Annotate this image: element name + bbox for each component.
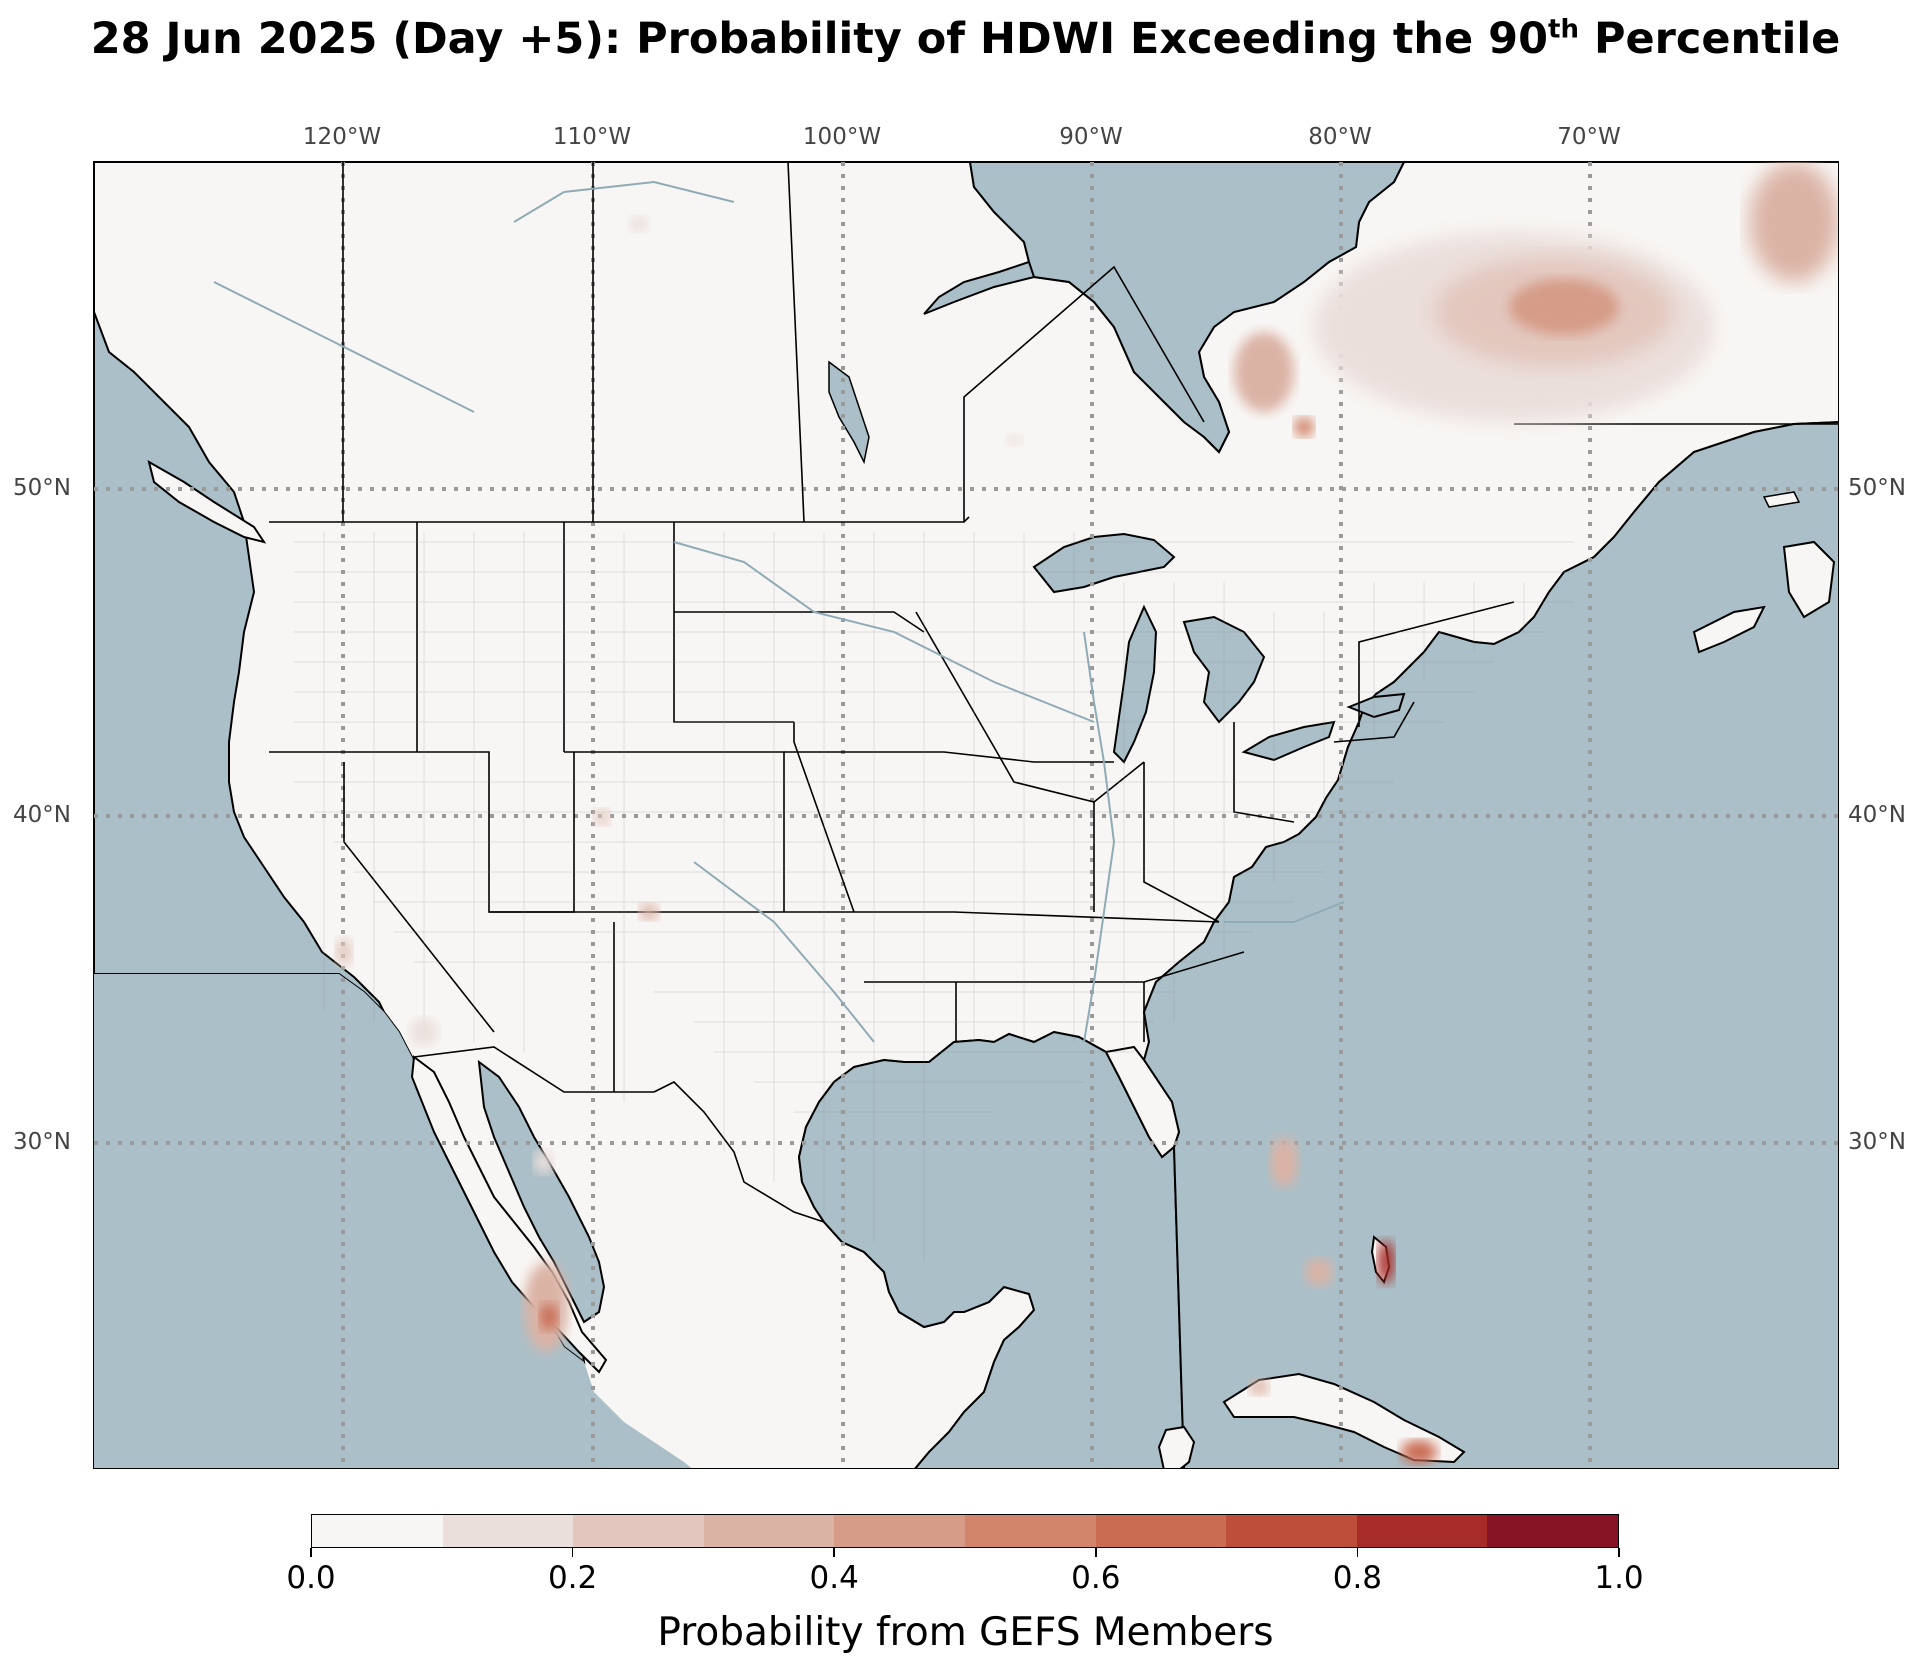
prob-area-sonora bbox=[534, 1150, 554, 1174]
map-title: 28 Jun 2025 (Day +5): Probability of HDW… bbox=[90, 14, 1841, 64]
prob-area-socal bbox=[410, 1018, 438, 1046]
prob-area-labrador bbox=[1749, 162, 1838, 282]
prob-area-saskatchewan bbox=[629, 216, 649, 232]
colorbar-segment bbox=[442, 1515, 574, 1547]
colorbar-segment bbox=[312, 1515, 443, 1547]
map-panel bbox=[93, 161, 1839, 1469]
lon-label-80w: 80°W bbox=[1308, 124, 1372, 150]
colorbar-segment bbox=[573, 1515, 704, 1547]
colorbar bbox=[311, 1514, 1619, 1548]
colorbar-tick bbox=[310, 1548, 312, 1557]
colorbar-tick bbox=[833, 1548, 835, 1557]
gulf-of-mexico bbox=[797, 1030, 1185, 1468]
lat-label-40n-right: 40°N bbox=[1848, 802, 1906, 828]
colorbar-segment bbox=[1095, 1515, 1227, 1547]
prob-area-manitoba bbox=[1006, 434, 1022, 446]
vancouver-island bbox=[147, 459, 267, 544]
gulf-of-california bbox=[477, 1059, 606, 1324]
colorbar-tick bbox=[1095, 1548, 1097, 1557]
colorbar-segment bbox=[964, 1515, 1096, 1547]
colorbar-tick-label: 1.0 bbox=[1594, 1560, 1644, 1596]
colorbar-tick-label: 0.8 bbox=[1332, 1560, 1383, 1596]
colorbar-tick bbox=[1356, 1548, 1359, 1557]
lat-label-30n-right: 30°N bbox=[1848, 1129, 1906, 1155]
lake-ontario bbox=[1346, 692, 1406, 719]
lat-label-50n-left: 50°N bbox=[13, 475, 71, 501]
colorbar-segment bbox=[834, 1515, 965, 1547]
rivers bbox=[213, 180, 1345, 1043]
colorbar-tick bbox=[1618, 1548, 1620, 1557]
nova-scotia bbox=[1692, 605, 1766, 654]
colorbar-segment bbox=[1487, 1515, 1618, 1547]
colorbar-segment bbox=[703, 1515, 835, 1547]
colorbar-tick bbox=[571, 1548, 574, 1557]
prob-area-cuba-west bbox=[1249, 1379, 1269, 1395]
lon-label-90w: 90°W bbox=[1059, 124, 1123, 150]
prob-area-baja-core bbox=[540, 1303, 558, 1331]
lon-label-110w: 110°W bbox=[552, 124, 632, 150]
lat-label-40n-left: 40°N bbox=[13, 802, 71, 828]
probability-shading bbox=[336, 162, 1838, 1464]
colorbar-tick-label: 0.6 bbox=[1071, 1560, 1121, 1596]
lat-label-30n-left: 30°N bbox=[13, 1129, 71, 1155]
yucatan bbox=[1157, 1425, 1196, 1468]
newfoundland bbox=[1782, 540, 1836, 619]
colorbar-tick-label: 0.4 bbox=[809, 1560, 859, 1596]
anticosti bbox=[1762, 491, 1801, 508]
lon-label-100w: 100°W bbox=[802, 124, 882, 150]
lat-label-50n-right: 50°N bbox=[1848, 475, 1906, 501]
prob-area-new-mexico bbox=[639, 904, 659, 920]
colorbar-segment bbox=[1226, 1515, 1357, 1547]
prob-area-california bbox=[336, 938, 352, 966]
lon-label-70w: 70°W bbox=[1557, 124, 1621, 150]
colorbar-segment bbox=[1356, 1515, 1488, 1547]
prob-area-james-bay-south bbox=[1294, 417, 1314, 437]
prob-area-quebec-core bbox=[1509, 279, 1619, 335]
cuba bbox=[1222, 1372, 1466, 1464]
colorbar-tick-label: 0.2 bbox=[547, 1560, 598, 1596]
prob-area-utah bbox=[594, 809, 610, 825]
prob-area-cuba-east bbox=[1401, 1440, 1437, 1464]
map-canvas bbox=[94, 162, 1838, 1468]
prob-area-bahamas bbox=[1378, 1240, 1394, 1284]
prob-area-james-bay bbox=[1234, 332, 1294, 412]
prob-area-florida-south bbox=[1305, 1258, 1333, 1286]
lake-superior bbox=[1032, 532, 1176, 594]
county-lines bbox=[294, 532, 1574, 1262]
lake-winnipeg bbox=[828, 360, 870, 465]
colorbar-label: Probability from GEFS Members bbox=[657, 1610, 1274, 1655]
lon-label-120w: 120°W bbox=[302, 124, 382, 150]
lake-erie bbox=[1241, 720, 1336, 762]
prob-area-florida bbox=[1270, 1137, 1298, 1187]
hudson-bay bbox=[968, 162, 1406, 454]
florida-peninsula bbox=[1104, 1045, 1181, 1159]
colorbar-tick-label: 0.0 bbox=[286, 1560, 336, 1596]
